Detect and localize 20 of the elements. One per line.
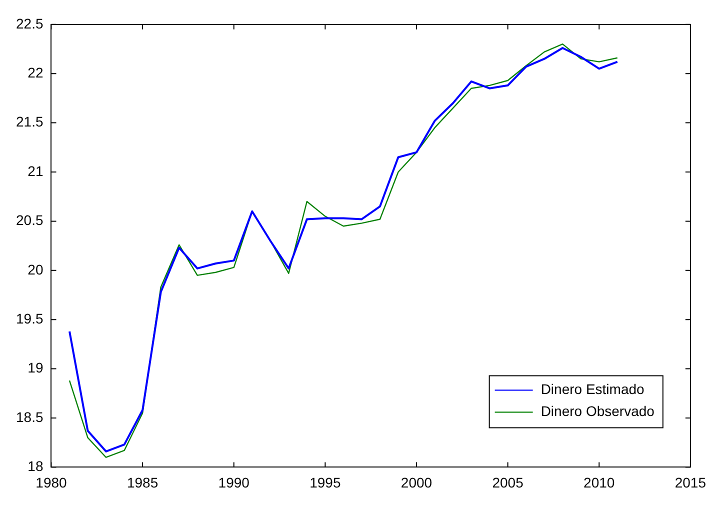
y-tick-label: 18: [28, 458, 44, 474]
legend-label: Dinero Estimado: [540, 381, 645, 398]
x-tick-label: 1985: [126, 474, 158, 490]
y-tick-label: 22.5: [16, 15, 44, 32]
y-tick-label: 21.5: [16, 114, 44, 130]
y-tick-label: 20.5: [16, 212, 44, 228]
y-tick-label: 20: [28, 261, 44, 278]
x-tick-label: 1980: [36, 474, 68, 490]
y-tick-label: 18.5: [16, 408, 44, 425]
x-tick-label: 2000: [400, 474, 432, 490]
x-tick-label: 1990: [218, 474, 250, 490]
x-tick-label: 2010: [584, 474, 615, 490]
y-tick-label: 21: [28, 162, 44, 179]
x-tick-label: 2005: [492, 474, 524, 490]
y-tick-label: 19.5: [16, 310, 44, 326]
y-tick-label: 22: [28, 64, 44, 80]
x-tick-label: 1995: [310, 474, 341, 490]
legend-label: Dinero Observado: [540, 403, 655, 420]
y-tick-label: 19: [28, 360, 44, 376]
x-tick-label: 2015: [674, 474, 706, 490]
